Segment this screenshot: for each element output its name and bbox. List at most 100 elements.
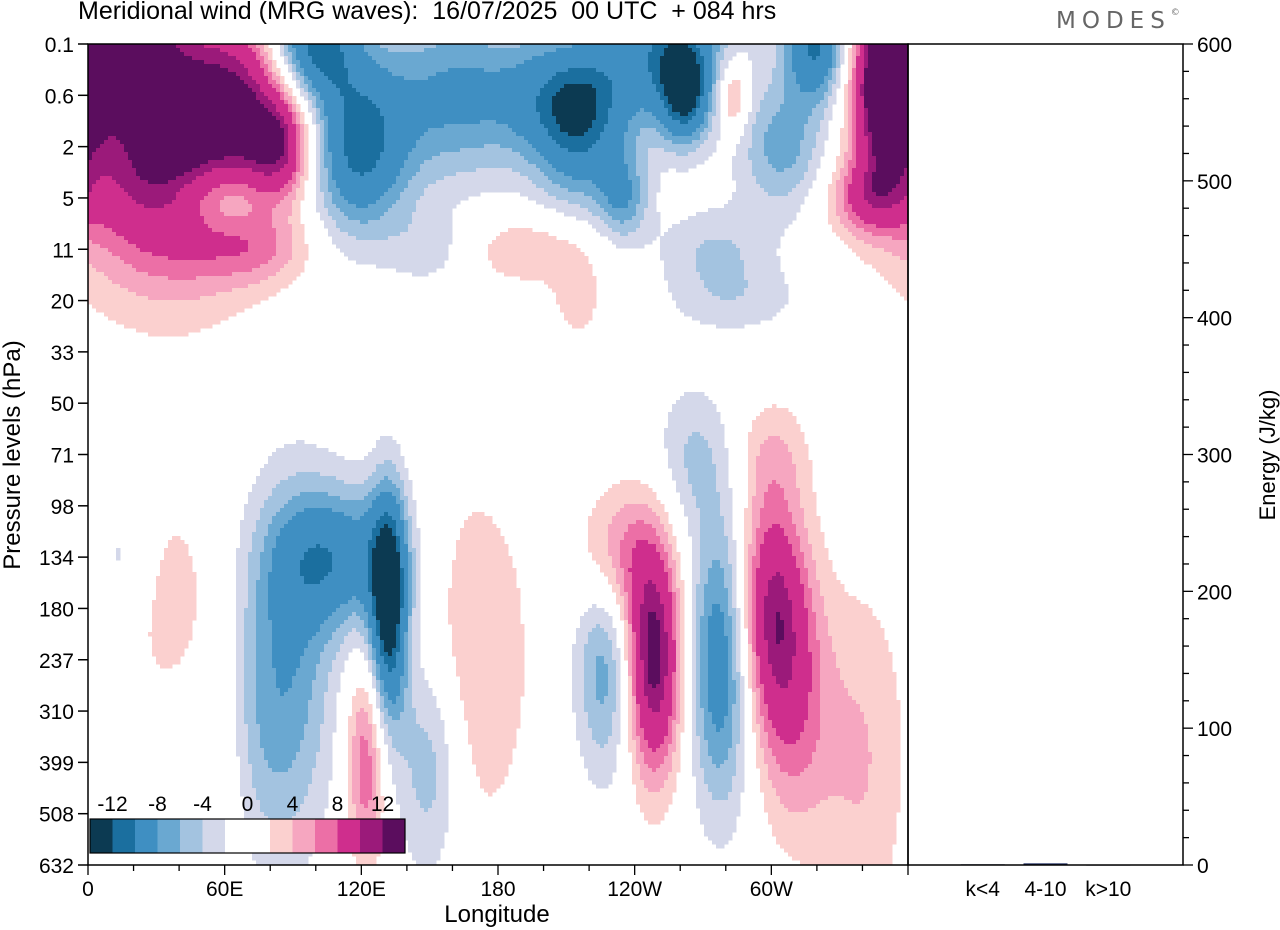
heatmap-cell [156, 124, 161, 129]
heatmap-cell [308, 104, 313, 109]
heatmap-cell [404, 76, 409, 81]
heatmap-cell [300, 84, 305, 89]
heatmap-cell [124, 88, 129, 93]
heatmap-cell [704, 48, 709, 53]
heatmap-cell [184, 100, 189, 105]
heatmap-cell [288, 120, 293, 125]
heatmap-cell [296, 52, 301, 57]
heatmap-cell [296, 68, 301, 73]
heatmap-cell [160, 140, 165, 145]
heatmap-cell [620, 136, 625, 141]
heatmap-cell [716, 96, 721, 101]
heatmap-cell [420, 92, 425, 97]
heatmap-cell [460, 72, 465, 77]
heatmap-cell [668, 112, 673, 117]
heatmap-cell [700, 100, 705, 105]
heatmap-cell [264, 144, 269, 149]
heatmap-cell [224, 72, 229, 77]
heatmap-cell [848, 124, 853, 129]
heatmap-cell [764, 140, 769, 145]
heatmap-cell [504, 96, 509, 101]
heatmap-cell [308, 44, 313, 49]
heatmap-cell [384, 60, 389, 65]
heatmap-cell [416, 116, 421, 121]
heatmap-cell [608, 100, 613, 105]
heatmap-cell [676, 48, 681, 53]
heatmap-cell [848, 140, 853, 145]
heatmap-cell [792, 48, 797, 53]
heatmap-cell [504, 80, 509, 85]
heatmap-cell [672, 60, 677, 65]
heatmap-cell [512, 100, 517, 105]
heatmap-cell [696, 100, 701, 105]
heatmap-cell [812, 80, 817, 85]
heatmap-cell [476, 88, 481, 93]
heatmap-cell [480, 88, 485, 93]
heatmap-cell [480, 104, 485, 109]
heatmap-cell [488, 120, 493, 125]
heatmap-cell [400, 76, 405, 81]
heatmap-cell [128, 104, 133, 109]
heatmap-cell [620, 116, 625, 121]
heatmap-cell [392, 72, 397, 77]
heatmap-cell [600, 116, 605, 121]
heatmap-cell [508, 132, 513, 137]
heatmap-cell [344, 68, 349, 73]
heatmap-cell [868, 92, 873, 97]
heatmap-cell [360, 92, 365, 97]
heatmap-cell [200, 84, 205, 89]
heatmap-cell [796, 52, 801, 57]
heatmap-cell [104, 52, 109, 57]
heatmap-cell [544, 140, 549, 145]
heatmap-cell [364, 60, 369, 65]
heatmap-cell [260, 76, 265, 81]
heatmap-cell [484, 48, 489, 53]
heatmap-cell [452, 144, 457, 149]
heatmap-cell [820, 80, 825, 85]
heatmap-cell [244, 76, 249, 81]
heatmap-cell [568, 140, 573, 145]
heatmap-cell [180, 88, 185, 93]
heatmap-cell [524, 128, 529, 133]
heatmap-cell [664, 72, 669, 77]
heatmap-cell [204, 120, 209, 125]
heatmap-cell [276, 84, 281, 89]
heatmap-cell [272, 84, 277, 89]
heatmap-cell [504, 76, 509, 81]
heatmap-cell [520, 72, 525, 77]
heatmap-cell [164, 100, 169, 105]
heatmap-cell [244, 136, 249, 141]
heatmap-cell [640, 100, 645, 105]
heatmap-cell [880, 88, 885, 93]
heatmap-cell [356, 104, 361, 109]
heatmap-cell [208, 88, 213, 93]
heatmap-cell [736, 96, 741, 101]
heatmap-cell [396, 84, 401, 89]
heatmap-cell [96, 104, 101, 109]
heatmap-cell [536, 76, 541, 81]
heatmap-cell [232, 136, 237, 141]
heatmap-cell [104, 100, 109, 105]
heatmap-cell [476, 48, 481, 53]
heatmap-cell [416, 92, 421, 97]
heatmap-cell [788, 48, 793, 53]
heatmap-cell [252, 92, 257, 97]
heatmap-cell [96, 80, 101, 85]
heatmap-cell [652, 116, 657, 121]
heatmap-cell [524, 52, 529, 57]
heatmap-cell [496, 96, 501, 101]
heatmap-cell [176, 44, 181, 49]
heatmap-cell [204, 64, 209, 69]
heatmap-cell [300, 140, 305, 145]
heatmap-cell [644, 108, 649, 113]
heatmap-cell [164, 96, 169, 101]
heatmap-cell [508, 76, 513, 81]
heatmap-cell [692, 100, 697, 105]
heatmap-cell [748, 48, 753, 53]
heatmap-cell [680, 96, 685, 101]
heatmap-cell [124, 44, 129, 49]
heatmap-cell [768, 124, 773, 129]
heatmap-cell [244, 120, 249, 125]
heatmap-cell [788, 100, 793, 105]
heatmap-cell [188, 68, 193, 73]
